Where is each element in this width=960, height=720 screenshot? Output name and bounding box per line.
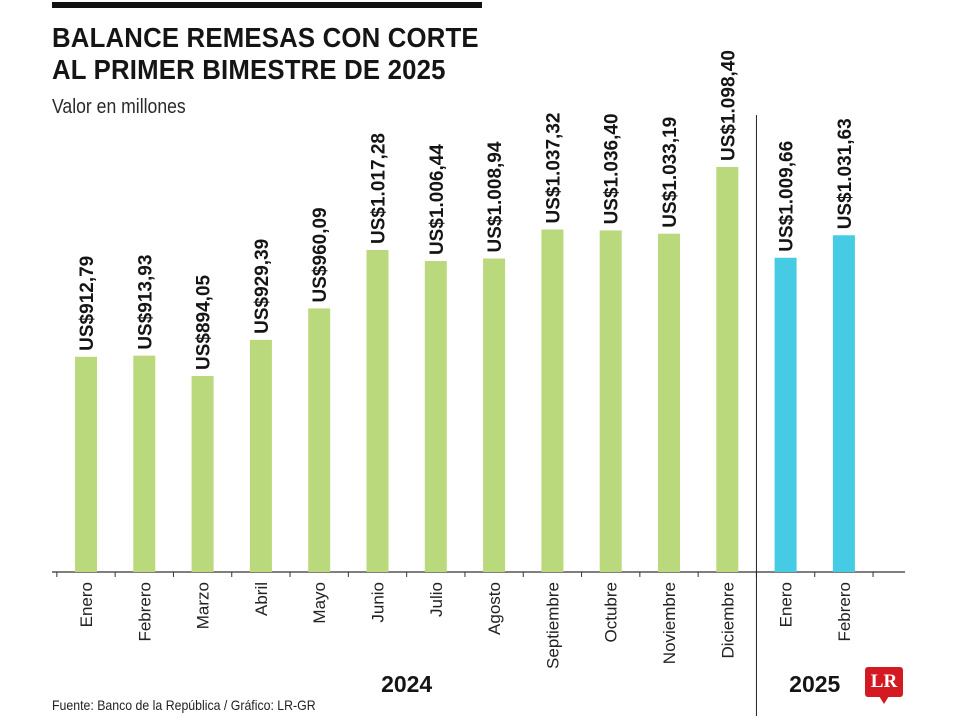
- bar-value-label-8: US$1.008,94: [485, 141, 506, 252]
- bar-12: [716, 167, 739, 572]
- bar-2: [133, 355, 156, 572]
- year-label-2025: 2025: [789, 671, 840, 697]
- bar-13: [774, 257, 797, 572]
- x-tick-label-2: Febrero: [135, 582, 154, 642]
- x-tick-label-13: Enero: [777, 582, 796, 627]
- x-tick-label-11: Noviembre: [660, 582, 679, 664]
- bar-value-label-9: US$1.037,32: [543, 113, 564, 224]
- x-tick-label-6: Junio: [369, 582, 388, 623]
- x-tick-label-5: Mayo: [310, 582, 329, 624]
- title-line-1: BALANCE REMESAS CON CORTE: [52, 22, 479, 53]
- bar-value-label-14: US$1.031,63: [835, 118, 856, 229]
- x-tick-label-10: Octubre: [602, 582, 621, 642]
- bar-5: [308, 308, 331, 572]
- bar-value-label-10: US$1.036,40: [602, 113, 623, 224]
- x-tick-label-4: Abril: [252, 582, 271, 616]
- x-tick-label-8: Agosto: [485, 582, 504, 635]
- bar-value-label-5: US$960,09: [310, 207, 331, 302]
- bar-6: [366, 249, 389, 573]
- bar-value-label-3: US$894,05: [194, 274, 215, 370]
- chart-title: BALANCE REMESAS CON CORTE AL PRIMER BIME…: [52, 22, 479, 86]
- bar-11: [658, 233, 680, 573]
- bar-value-label-1: US$912,79: [77, 256, 98, 351]
- bar-8: [483, 258, 506, 572]
- bar-14: [832, 235, 855, 572]
- source-note: Fuente: Banco de la República / Gráfico:…: [52, 697, 316, 713]
- lr-logo: LR: [865, 667, 903, 704]
- bar-10: [599, 230, 622, 572]
- bar-value-label-4: US$929,39: [252, 239, 273, 334]
- bar-3: [191, 376, 214, 572]
- x-tick-label-9: Septiembre: [543, 582, 562, 669]
- bar-value-label-7: US$1.006,44: [427, 144, 448, 255]
- x-tick-label-7: Julio: [427, 582, 446, 617]
- bar-4: [249, 339, 272, 572]
- year-label-2024: 2024: [381, 671, 432, 697]
- bar-7: [424, 261, 447, 572]
- bar-value-label-12: US$1.098,40: [718, 50, 739, 161]
- x-tick-label-1: Enero: [77, 582, 96, 627]
- top-rule: [52, 2, 482, 8]
- chart-subtitle: Valor en millones: [52, 96, 186, 118]
- bar-9: [541, 229, 564, 572]
- title-line-2: AL PRIMER BIMESTRE DE 2025: [52, 54, 446, 85]
- bar-value-label-13: US$1.009,66: [777, 141, 798, 252]
- x-tick-label-12: Diciembre: [718, 582, 737, 659]
- x-tick-label-3: Marzo: [194, 582, 213, 629]
- bar-value-label-6: US$1.017,28: [369, 133, 390, 244]
- bar-value-label-2: US$913,93: [135, 255, 156, 350]
- bar-value-label-11: US$1.033,19: [660, 117, 681, 228]
- bar-1: [75, 356, 97, 572]
- x-tick-label-14: Febrero: [835, 582, 854, 642]
